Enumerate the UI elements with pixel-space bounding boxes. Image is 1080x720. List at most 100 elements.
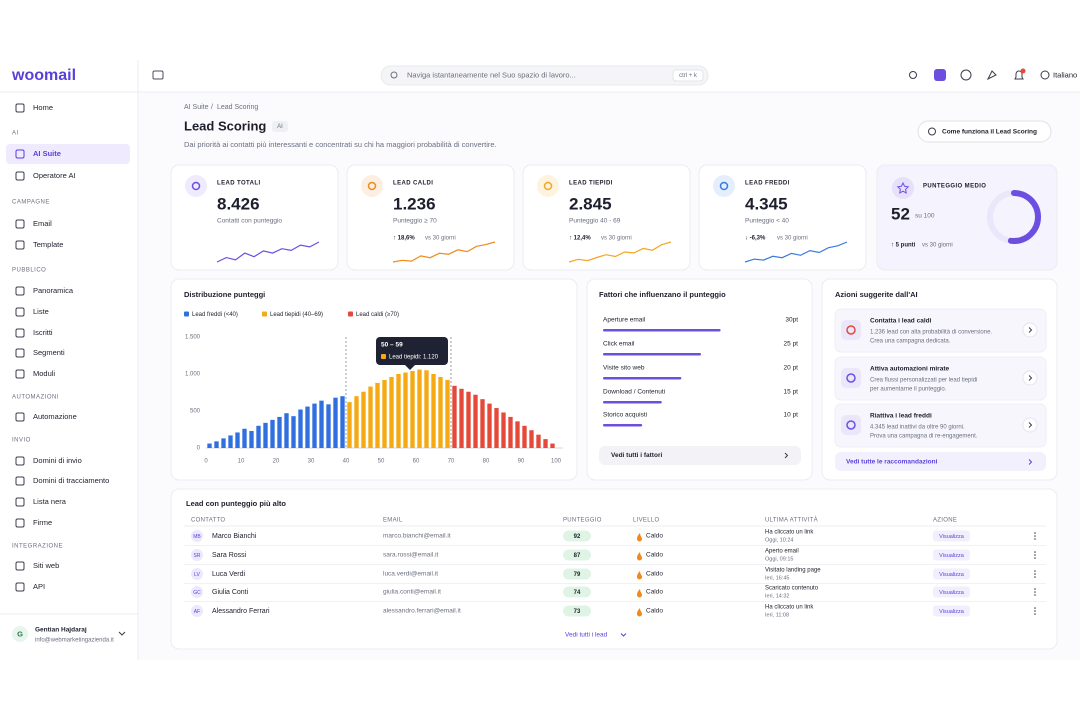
user-menu[interactable] xyxy=(118,631,126,636)
nav-icon xyxy=(15,307,25,317)
nav-icon xyxy=(15,103,25,113)
nav-item[interactable]: AI Suite xyxy=(33,149,61,158)
nav-item[interactable]: Domini di invio xyxy=(33,456,82,465)
actions-link-bg[interactable] xyxy=(835,452,1046,471)
action-item[interactable] xyxy=(834,308,1047,353)
histogram-bar xyxy=(515,421,520,448)
contact-email: sara.rossi@email.it xyxy=(383,552,439,559)
search-box[interactable] xyxy=(380,65,709,86)
nav-item[interactable]: Lista nera xyxy=(33,497,67,506)
table-footer-link[interactable]: Vedi tutti i lead xyxy=(565,632,608,639)
score-pill xyxy=(563,586,591,598)
y-tick-label: 500 xyxy=(190,409,201,415)
nav-item[interactable]: API xyxy=(33,582,45,591)
nav-item[interactable]: Siti web xyxy=(33,561,59,570)
score-period: vs 30 giorni xyxy=(922,243,953,249)
contact-name[interactable]: Luca Verdi xyxy=(212,571,246,578)
histogram-bar xyxy=(347,402,352,448)
theme-toggle[interactable] xyxy=(909,71,917,79)
view-button[interactable] xyxy=(933,605,970,617)
view-button[interactable] xyxy=(933,586,970,598)
kpi-sparkline xyxy=(216,241,320,263)
histogram-bar xyxy=(382,379,387,448)
avatar-initials: GC xyxy=(193,590,201,596)
language[interactable]: Italiano xyxy=(1053,70,1077,79)
contact-name[interactable]: Marco Bianchi xyxy=(212,533,257,540)
avatar xyxy=(191,605,203,617)
kpi-icon xyxy=(191,181,201,191)
action-item[interactable] xyxy=(834,403,1047,448)
contact-name[interactable]: Sara Rossi xyxy=(212,552,247,559)
notification-dot xyxy=(1020,68,1026,74)
nav-item[interactable]: Iscritti xyxy=(33,328,53,337)
action-item[interactable] xyxy=(834,356,1047,401)
nav-icon xyxy=(15,149,25,159)
factor-bar xyxy=(603,401,662,404)
sidebar-toggle[interactable] xyxy=(152,70,164,80)
help-guide-button[interactable] xyxy=(917,120,1052,143)
launch-button[interactable] xyxy=(986,70,997,81)
factor-value: 25 pt xyxy=(784,341,799,348)
action-description: per aumentarne il punteggio. xyxy=(870,387,947,393)
factors-button[interactable] xyxy=(599,446,801,465)
action-title: Riattiva i lead freddi xyxy=(870,413,932,420)
view-button-label: Visualizza xyxy=(939,609,965,615)
nav-item[interactable]: Home xyxy=(33,103,53,112)
help-button[interactable] xyxy=(960,69,972,81)
activity-time: Oggi, 09:15 xyxy=(765,556,793,562)
nav-item[interactable]: Template xyxy=(33,240,63,249)
score-label: PUNTEGGIO MEDIO xyxy=(923,184,986,190)
column-header: LIVELLO xyxy=(633,518,659,524)
factor-label: Storico acquisti xyxy=(603,412,647,419)
nav-item[interactable]: Moduli xyxy=(33,369,55,378)
contact-name[interactable]: Giulia Conti xyxy=(212,589,249,596)
kpi-sub: Contatti con punteggio xyxy=(217,218,282,225)
histogram-bar xyxy=(221,438,226,448)
nav-item[interactable]: Firme xyxy=(33,518,52,527)
level: Caldo xyxy=(646,589,663,596)
user-email: info@webmarketingazienda.it xyxy=(35,638,114,644)
histogram-bar xyxy=(508,416,513,448)
histogram-bar xyxy=(473,394,478,448)
factor-value: 15 pt xyxy=(784,389,799,396)
ai-badge-text: AI xyxy=(277,124,283,130)
nav-item[interactable]: Liste xyxy=(33,307,49,316)
user-avatar xyxy=(12,626,28,642)
view-button[interactable] xyxy=(933,530,970,542)
histogram-bar xyxy=(522,425,527,448)
histogram-bar xyxy=(284,413,289,448)
action-description: Crea una campagna dedicata. xyxy=(870,339,951,345)
table-card xyxy=(170,488,1058,650)
factor-label: Visite sito web xyxy=(603,365,645,372)
nav-item[interactable]: Email xyxy=(33,219,52,228)
histogram-bar xyxy=(235,432,240,448)
avatar xyxy=(191,530,203,542)
notifications-button[interactable] xyxy=(1014,70,1024,80)
nav-icon xyxy=(15,518,25,528)
shortcut: ctrl + k xyxy=(679,73,698,79)
apps-button[interactable] xyxy=(934,69,946,81)
nav-item[interactable]: Panoramica xyxy=(33,286,74,295)
action-icon-bg xyxy=(841,415,861,435)
x-tick-label: 20 xyxy=(273,459,280,465)
breadcrumb[interactable]: AI Suite xyxy=(184,104,209,111)
kpi-sub: Punteggio ≥ 70 xyxy=(393,218,437,225)
histogram-bar xyxy=(480,399,485,448)
nav-item[interactable]: Domini di tracciamento xyxy=(33,476,109,485)
kpi-label: LEAD FREDDI xyxy=(745,181,790,187)
view-button[interactable] xyxy=(933,549,970,561)
activity: Aperto email xyxy=(765,549,799,555)
row-menu-dot xyxy=(1034,591,1036,593)
contact-name[interactable]: Alessandro Ferrari xyxy=(212,608,270,615)
activity-time: Oggi, 10:24 xyxy=(765,537,793,543)
kpi-sparkline xyxy=(568,241,672,263)
nav-item[interactable]: Operatore AI xyxy=(33,171,76,180)
nav-item[interactable]: Automazione xyxy=(33,412,77,421)
nav-item[interactable]: Segmenti xyxy=(33,348,65,357)
histogram-bar xyxy=(396,374,401,448)
view-button[interactable] xyxy=(933,568,970,580)
histogram-bar xyxy=(501,412,506,448)
factors-button-label: Vedi tutti i fattori xyxy=(611,452,662,459)
score-value: 52 xyxy=(891,204,910,223)
